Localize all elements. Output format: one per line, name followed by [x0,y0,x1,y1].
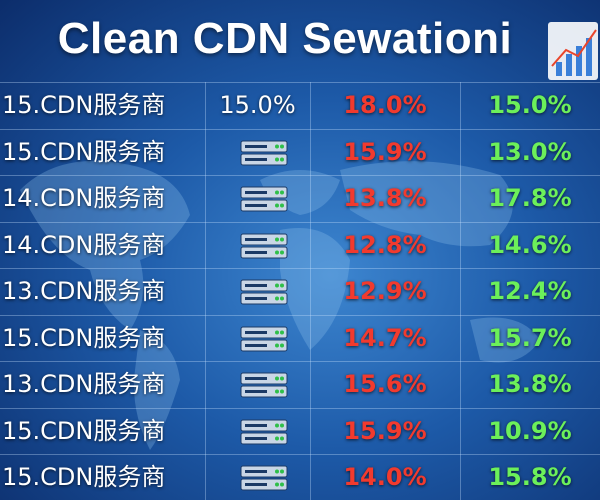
table-row: 13.CDN服务商 12.9% 12.4% [0,268,600,315]
provider-name: 15.CDN服务商 [2,463,166,491]
table-row: 15.CDN服务商 15.9% 13.0% [0,128,600,176]
provider-name: 13.CDN服务商 [2,370,166,398]
green-value: 10.9% [488,416,572,445]
green-value: 14.6% [488,230,572,259]
red-value: 12.9% [343,277,427,305]
green-value: 17.8% [488,184,572,212]
share-value: 15.0% [219,91,296,119]
green-value: 12.4% [488,277,572,305]
green-value: 13.0% [488,137,572,166]
red-value: 15.9% [343,416,427,445]
server-icon [240,372,288,398]
red-value: 14.7% [343,323,427,352]
red-value: 15.6% [343,370,427,398]
table: 15.CDN服务商 15.0% 18.0% 15.0% 15.CDN服务商 15.9% 13… [0,82,600,500]
red-value: 13.8% [343,184,427,212]
column-divider [310,82,311,500]
green-value: 13.8% [488,370,572,398]
red-value: 15.9% [343,137,427,166]
table-row: 15.CDN服务商 14.0% 15.8% [0,454,600,500]
server-icon [240,326,288,351]
table-row: 14.CDN服务商 12.8% 14.6% [0,221,600,269]
provider-name: 13.CDN服务商 [2,277,166,305]
red-value: 18.0% [343,91,427,119]
server-icon [240,465,288,491]
red-value: 14.0% [343,463,427,491]
column-divider [205,82,206,500]
green-value: 15.8% [488,463,572,491]
provider-name: 15.CDN服务商 [2,323,166,352]
green-value: 15.0% [488,91,572,119]
table-row: 13.CDN服务商 15.6% 13.8% [0,361,600,408]
provider-name: 15.CDN服务商 [2,137,166,166]
server-icon [240,419,288,444]
server-icon [240,279,288,305]
provider-name: 14.CDN服务商 [2,230,166,259]
provider-name: 14.CDN服务商 [2,184,166,212]
server-icon [240,233,288,258]
provider-name: 15.CDN服务商 [2,416,166,445]
red-value: 12.8% [343,230,427,259]
server-icon [240,140,288,165]
chart-decoration [548,22,598,80]
title: Clean CDN Sewationi [57,14,513,63]
column-divider [460,82,461,500]
table-row: 14.CDN服务商 13.8% 17.8% [0,175,600,222]
server-icon [240,186,288,212]
table-row: 15.CDN服务商 15.9% 10.9% [0,407,600,455]
table-row: 15.CDN服务商 15.0% 18.0% 15.0% [0,82,600,129]
table-row: 15.CDN服务商 14.7% 15.7% [0,314,600,362]
provider-name: 15.CDN服务商 [2,91,166,119]
green-value: 15.7% [488,323,572,352]
